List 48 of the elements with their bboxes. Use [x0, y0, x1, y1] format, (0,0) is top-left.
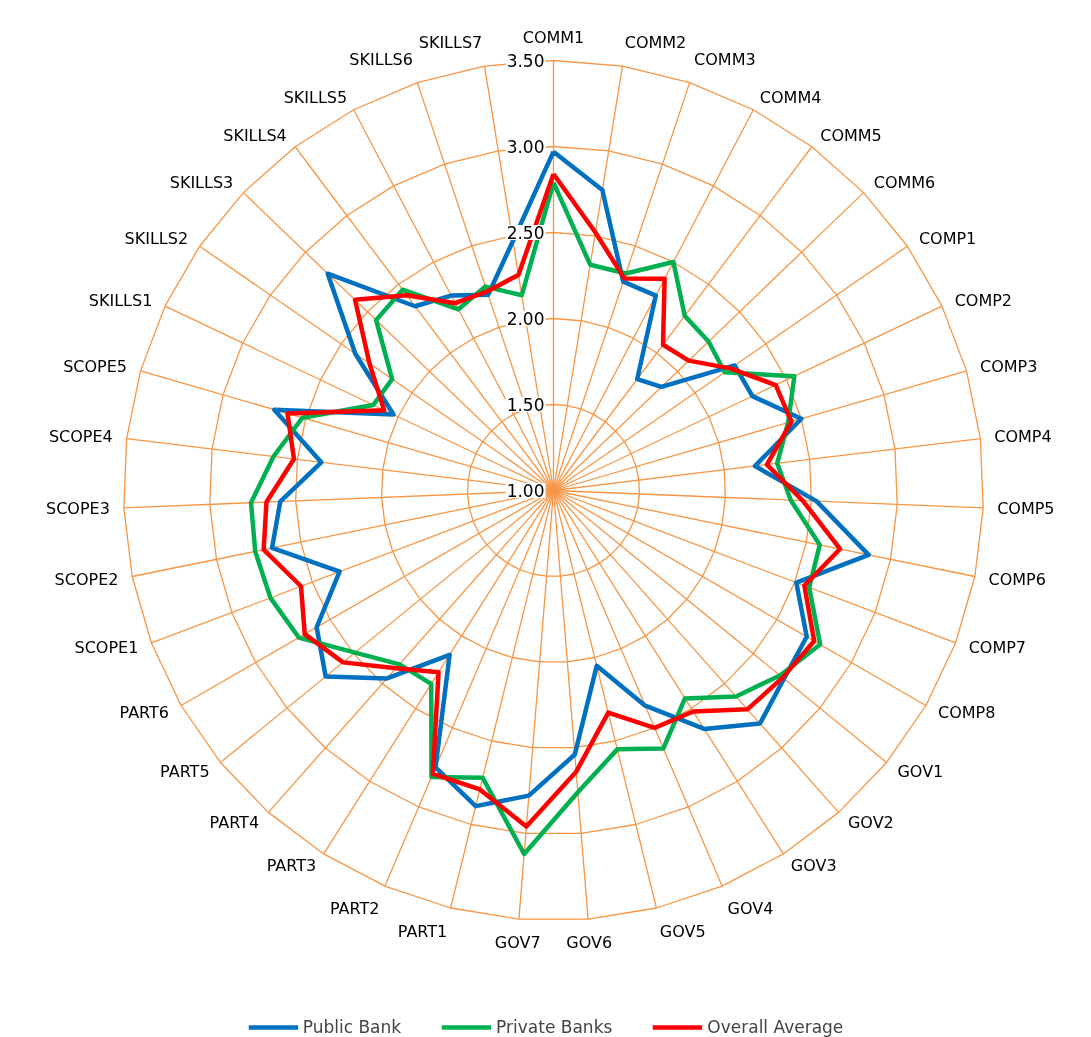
- spoke-label: SKILLS4: [223, 126, 287, 146]
- spoke-label: PART4: [209, 813, 260, 833]
- spoke-label: SCOPE2: [54, 569, 119, 589]
- spoke-label: COMP1: [918, 228, 977, 248]
- y-tick-label: 3.00: [506, 137, 545, 157]
- spoke-label: COMM1: [522, 27, 585, 47]
- spoke-label: GOV4: [727, 898, 774, 918]
- legend-label: Public Bank: [302, 1017, 402, 1037]
- spoke-label: SKILLS1: [88, 290, 153, 310]
- spoke-label: COMP2: [954, 290, 1013, 310]
- spoke-label: COMM6: [873, 173, 936, 193]
- spoke-label: COMP4: [994, 427, 1052, 447]
- spoke-label: COMP8: [938, 703, 996, 722]
- spoke-label: GOV1: [897, 761, 944, 781]
- y-tick-label: 3.50: [506, 51, 545, 71]
- spoke-label: COMM4: [759, 87, 822, 107]
- spoke-label: SKILLS6: [349, 50, 413, 70]
- spoke-label: SKILLS3: [169, 173, 234, 193]
- y-tick-label: 2.50: [506, 223, 545, 243]
- spoke-label: COMP5: [997, 498, 1055, 518]
- spoke-label: COMP7: [968, 638, 1027, 658]
- spoke-label: PART2: [329, 898, 380, 918]
- spoke-label: GOV7: [494, 933, 541, 953]
- spoke-label: COMM5: [820, 126, 882, 146]
- spoke-label: COMM2: [624, 33, 687, 53]
- spoke-label: SCOPE3: [46, 498, 110, 518]
- spoke-label: GOV2: [847, 813, 894, 833]
- spoke-label: GOV5: [659, 921, 706, 941]
- spoke-label: PART5: [160, 761, 210, 781]
- y-tick-label: 1.50: [506, 395, 545, 415]
- legend-label: Overall Average: [707, 1017, 844, 1037]
- spoke-label: SCOPE5: [63, 357, 128, 377]
- spoke-label: COMP3: [979, 357, 1038, 377]
- spoke-label: SCOPE1: [74, 638, 139, 658]
- y-tick-label: 2.00: [506, 309, 545, 329]
- spoke-label: PART3: [266, 856, 317, 876]
- spoke-label: SKILLS5: [283, 87, 348, 107]
- spoke-label: SCOPE4: [48, 427, 113, 447]
- spoke-label: GOV6: [566, 933, 613, 953]
- spoke-label: PART1: [397, 921, 448, 941]
- legend-label: Private Banks: [496, 1017, 613, 1037]
- spoke-label: GOV3: [790, 856, 837, 876]
- spoke-label: COMP6: [988, 569, 1046, 589]
- spoke-label: SKILLS2: [124, 228, 189, 248]
- spoke-label: PART6: [119, 703, 169, 722]
- spoke-label: COMM3: [694, 50, 756, 70]
- y-tick-label: 1.00: [506, 481, 545, 501]
- spoke-label: SKILLS7: [418, 33, 483, 53]
